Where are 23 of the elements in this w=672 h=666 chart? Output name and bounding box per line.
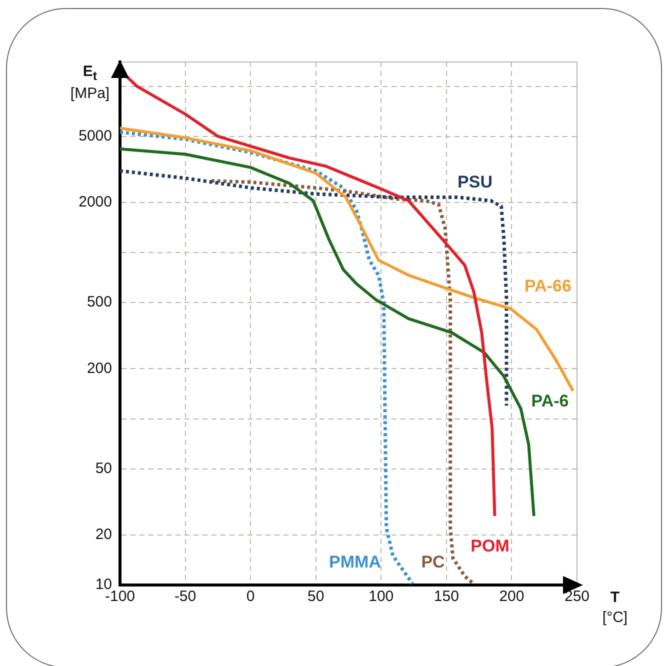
x-tick-label: 0 (246, 588, 255, 606)
x-tick-label: 50 (308, 588, 324, 606)
series-label: POM (470, 536, 510, 556)
y-tick-label: 500 (86, 294, 112, 311)
line-series (120, 169, 508, 408)
series-label: PA-66 (524, 276, 572, 296)
x-tick-label: 200 (499, 588, 524, 606)
x-axis-title: T [°C] (601, 588, 629, 627)
x-tick-label: 150 (434, 588, 459, 606)
y-tick-label: 200 (86, 360, 112, 377)
series-label: PMMA (329, 552, 381, 572)
line-series (120, 130, 414, 585)
x-tick-label: 250 (564, 588, 590, 606)
series-label: PA-6 (531, 392, 569, 411)
y-tick-label: 50 (95, 460, 112, 477)
y-tick-label: 2000 (78, 194, 112, 211)
series-label: PSU (458, 172, 492, 192)
y-axis-title: E$_{t}$ [MPa] (69, 62, 111, 104)
x-tick-label: 100 (368, 588, 394, 606)
series-label: PC (421, 552, 445, 572)
y-tick-label: 20 (95, 526, 112, 544)
y-tick-label: 5000 (78, 127, 112, 144)
x-tick-label: -50 (174, 588, 196, 606)
